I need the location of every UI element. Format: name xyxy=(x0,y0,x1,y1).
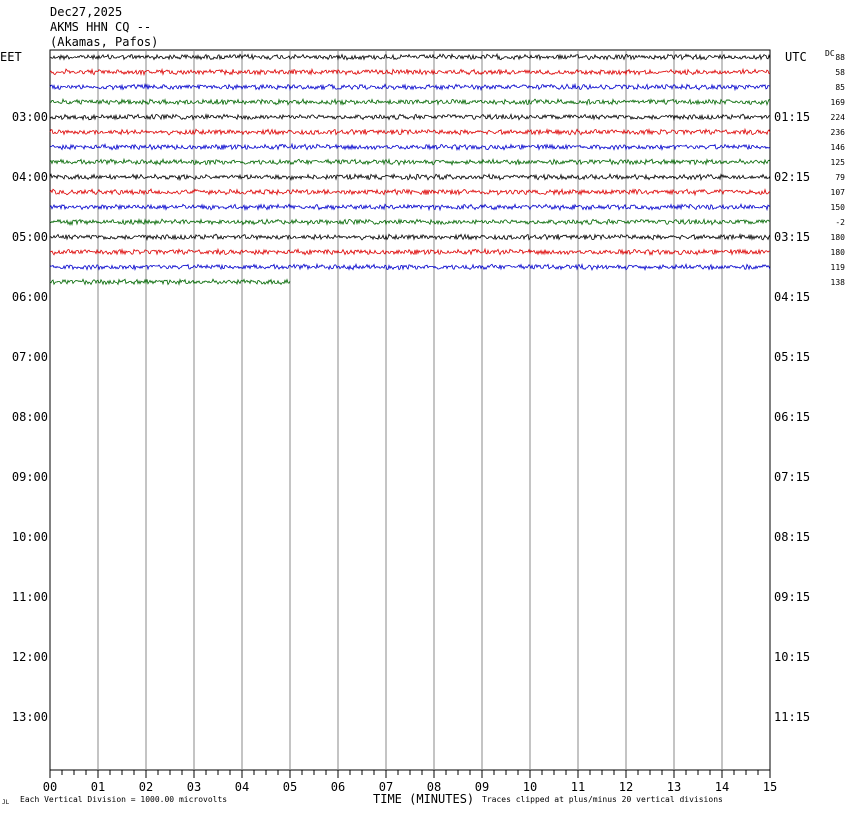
dc-offset-value: 150 xyxy=(831,203,846,212)
x-tick-label: 04 xyxy=(235,780,249,794)
corner-mark: JL xyxy=(2,799,10,806)
eet-hour-label: 09:00 xyxy=(12,470,48,484)
seismic-trace xyxy=(49,262,771,271)
x-tick-label: 08 xyxy=(427,780,441,794)
plot-frame xyxy=(49,49,771,771)
seismic-trace xyxy=(49,247,771,256)
seismic-trace xyxy=(49,112,771,121)
x-tick-label: 14 xyxy=(715,780,729,794)
utc-hour-label: 11:15 xyxy=(774,710,810,724)
date-label: Dec27,2025 xyxy=(50,5,123,19)
eet-hour-label: 08:00 xyxy=(12,410,48,424)
x-tick-label: 09 xyxy=(475,780,489,794)
x-tick-label: 05 xyxy=(283,780,297,794)
x-tick-label: 15 xyxy=(763,780,777,794)
seismic-trace xyxy=(49,203,771,212)
dc-offset-value: 79 xyxy=(835,173,845,182)
dc-offset-value: 125 xyxy=(831,158,846,167)
seismic-trace xyxy=(49,173,771,182)
utc-hour-label: 02:15 xyxy=(774,170,810,184)
x-tick-label: 00 xyxy=(43,780,57,794)
x-tick-label: 12 xyxy=(619,780,633,794)
eet-hour-label: 07:00 xyxy=(12,350,48,364)
utc-hour-label: 06:15 xyxy=(774,410,810,424)
utc-hour-label: 08:15 xyxy=(774,530,810,544)
eet-hour-label: 04:00 xyxy=(12,170,48,184)
utc-axis-label: UTC xyxy=(785,50,807,64)
x-tick-label: 06 xyxy=(331,780,345,794)
x-tick-label: 10 xyxy=(523,780,537,794)
eet-hour-label: 13:00 xyxy=(12,710,48,724)
station-label: AKMS HHN CQ -- xyxy=(50,20,152,34)
seismic-trace xyxy=(49,187,771,197)
utc-hour-label: 07:15 xyxy=(774,470,810,484)
utc-hour-label: 10:15 xyxy=(774,650,810,664)
dc-offset-value: 88 xyxy=(835,53,845,62)
eet-hour-label: 03:00 xyxy=(12,110,48,124)
eet-axis-label: EET xyxy=(0,50,22,64)
dc-offset-value: 58 xyxy=(835,68,845,77)
dc-offset-value: 180 xyxy=(831,248,846,257)
seismic-trace xyxy=(49,127,771,136)
utc-hour-label: 05:15 xyxy=(774,350,810,364)
seismic-trace xyxy=(49,82,771,92)
dc-offset-value: 107 xyxy=(831,188,846,197)
seismic-trace xyxy=(49,157,771,166)
utc-hour-label: 09:15 xyxy=(774,590,810,604)
seismic-trace xyxy=(49,67,771,77)
utc-hour-label: 01:15 xyxy=(774,110,810,124)
utc-hour-label: 03:15 xyxy=(774,230,810,244)
x-tick-label: 07 xyxy=(379,780,393,794)
seismic-trace xyxy=(49,232,771,241)
location-label: (Akamas, Pafos) xyxy=(50,35,159,49)
seismic-trace xyxy=(49,142,771,151)
x-axis-title: TIME (MINUTES) xyxy=(373,792,475,806)
utc-hour-label: 04:15 xyxy=(774,290,810,304)
x-tick-label: 13 xyxy=(667,780,681,794)
dc-label: DC xyxy=(825,49,835,58)
x-tick-label: 02 xyxy=(139,780,153,794)
seismic-trace xyxy=(49,52,771,61)
dc-offset-value: 85 xyxy=(835,83,845,92)
seismic-trace xyxy=(49,278,291,286)
seismic-trace xyxy=(49,217,771,227)
dc-offset-value: 224 xyxy=(831,113,846,122)
dc-offset-value: 236 xyxy=(831,128,846,137)
dc-offset-value: 138 xyxy=(831,278,846,287)
dc-offset-value: 146 xyxy=(831,143,846,152)
eet-hour-label: 06:00 xyxy=(12,290,48,304)
x-tick-label: 03 xyxy=(187,780,201,794)
x-tick-label: 01 xyxy=(91,780,105,794)
clip-note: Traces clipped at plus/minus 20 vertical… xyxy=(482,795,723,804)
x-tick-label: 11 xyxy=(571,780,585,794)
dc-offset-value: 119 xyxy=(831,263,846,272)
dc-offset-value: 169 xyxy=(831,98,846,107)
eet-hour-label: 12:00 xyxy=(12,650,48,664)
eet-hour-label: 10:00 xyxy=(12,530,48,544)
dc-offset-value: -2 xyxy=(835,218,845,227)
dc-offset-value: 180 xyxy=(831,233,846,242)
scale-note: Each Vertical Division = 1000.00 microvo… xyxy=(20,795,228,804)
eet-hour-label: 05:00 xyxy=(12,230,48,244)
eet-hour-label: 11:00 xyxy=(12,590,48,604)
seismic-trace xyxy=(49,97,771,106)
